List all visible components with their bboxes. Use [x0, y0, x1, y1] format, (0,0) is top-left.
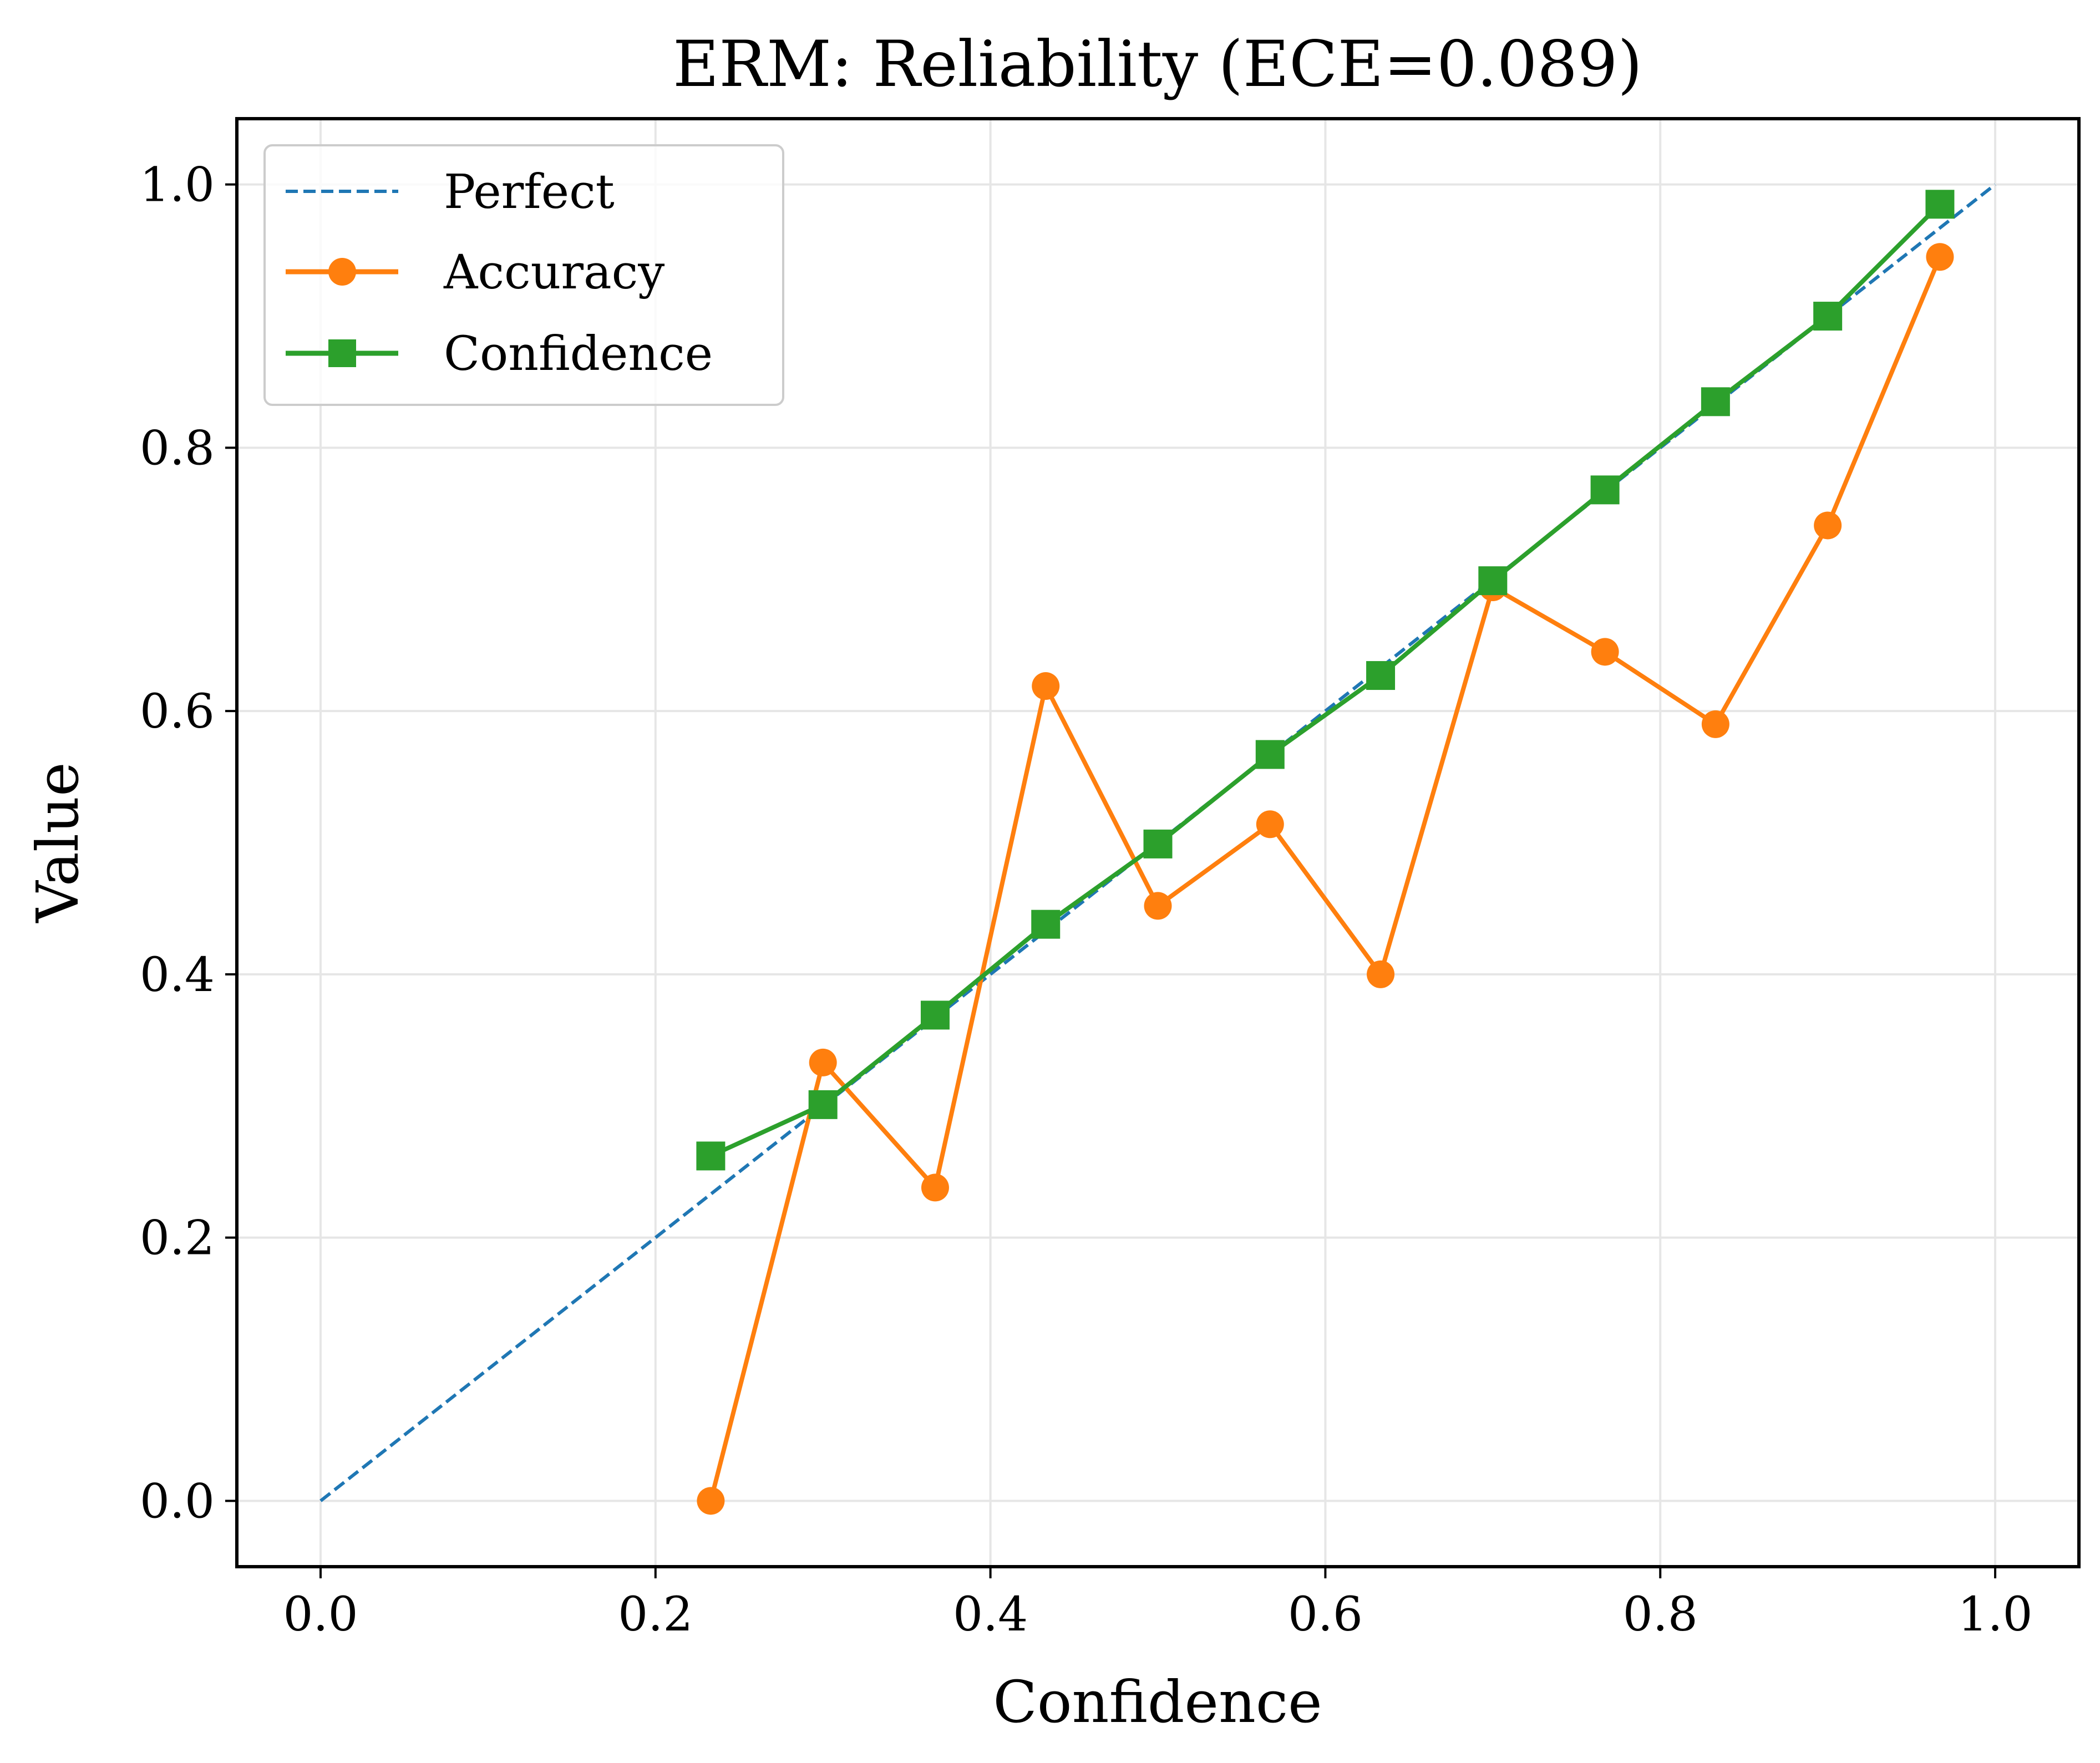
legend-entry-confidence: Confidence — [286, 327, 713, 382]
point-confidence — [920, 1000, 950, 1030]
y-tick-label: 0.0 — [140, 1474, 215, 1529]
point-confidence — [1590, 475, 1620, 505]
point-confidence — [1255, 740, 1285, 769]
point-confidence — [1813, 302, 1843, 331]
legend-label-perfect: Perfect — [444, 165, 615, 220]
series-confidence — [696, 190, 1955, 1171]
point-confidence — [1031, 910, 1061, 939]
y-tick-label: 0.8 — [140, 421, 215, 476]
x-axis-label: Confidence — [993, 1668, 1322, 1736]
x-tick-label: 1.0 — [1957, 1587, 2032, 1642]
series-line-confidence — [709, 202, 1942, 1159]
point-accuracy — [1032, 672, 1060, 700]
point-accuracy — [1814, 511, 1842, 540]
y-tick-label: 1.0 — [140, 158, 215, 213]
point-confidence — [1478, 566, 1508, 596]
legend-label-confidence: Confidence — [444, 327, 713, 382]
point-confidence — [1925, 190, 1955, 219]
legend-marker-confidence — [328, 339, 356, 367]
point-confidence — [808, 1090, 838, 1119]
series-line-accuracy — [708, 256, 1942, 1502]
x-tick-label: 0.2 — [618, 1587, 693, 1642]
series-layer — [319, 183, 1996, 1515]
legend: Perfect Accuracy Confidence — [263, 144, 784, 406]
y-tick-label: 0.2 — [140, 1211, 215, 1266]
point-accuracy — [921, 1173, 949, 1202]
y-axis-ticks: 0.0 0.2 0.4 0.6 0.8 1.0 — [140, 158, 237, 1529]
y-tick-label: 0.4 — [140, 948, 215, 1003]
point-accuracy — [809, 1048, 837, 1076]
grid — [237, 119, 2079, 1567]
x-axis-ticks: 0.0 0.2 0.4 0.6 0.8 1.0 — [283, 1567, 2033, 1642]
chart-title: ERM: Reliability (ECE=0.089) — [673, 27, 1642, 101]
point-accuracy — [1926, 243, 1954, 271]
point-confidence — [1701, 387, 1730, 416]
y-tick-label: 0.6 — [140, 684, 215, 739]
point-accuracy — [1701, 710, 1729, 738]
point-accuracy — [1256, 810, 1284, 839]
legend-box — [263, 144, 784, 406]
legend-entry-perfect: Perfect — [286, 165, 615, 220]
x-tick-label: 0.6 — [1288, 1587, 1363, 1642]
x-tick-label: 0.0 — [283, 1587, 358, 1642]
plot-frame — [235, 117, 2081, 1568]
point-accuracy — [1591, 638, 1619, 666]
y-axis-label: Value — [24, 762, 92, 923]
x-tick-label: 0.4 — [953, 1587, 1028, 1642]
legend-entry-accuracy: Accuracy — [286, 245, 665, 300]
legend-label-accuracy: Accuracy — [443, 245, 665, 300]
legend-marker-accuracy — [328, 258, 356, 286]
point-confidence — [696, 1141, 726, 1171]
point-accuracy — [1367, 960, 1395, 988]
point-confidence — [1143, 829, 1173, 858]
x-tick-label: 0.8 — [1623, 1587, 1698, 1642]
point-accuracy — [1144, 892, 1172, 920]
point-confidence — [1366, 661, 1396, 690]
point-accuracy — [697, 1487, 725, 1515]
